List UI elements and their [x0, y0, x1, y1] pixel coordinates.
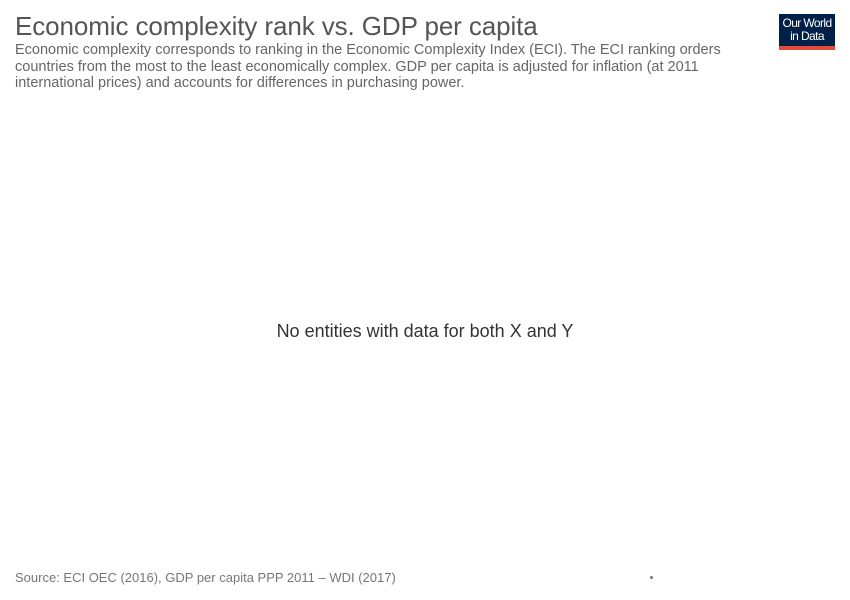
logo-line-1: Our World — [782, 16, 832, 30]
chart-subtitle: Economic complexity corresponds to ranki… — [15, 42, 721, 91]
chart-title: Economic complexity rank vs. GDP per cap… — [15, 11, 538, 41]
scatter-plot-area: No entities with data for both X and Y — [15, 95, 835, 560]
chart-header: Economic complexity rank vs. GDP per cap… — [15, 10, 735, 92]
no-data-message: No entities with data for both X and Y — [276, 321, 574, 341]
logo-line-2: in Data — [790, 29, 824, 43]
our-world-in-data-logo[interactable]: Our World in Data — [779, 14, 835, 50]
source-footer: Source: ECI OEC (2016), GDP per capita P… — [15, 570, 396, 585]
footer-dot-icon — [650, 576, 653, 579]
